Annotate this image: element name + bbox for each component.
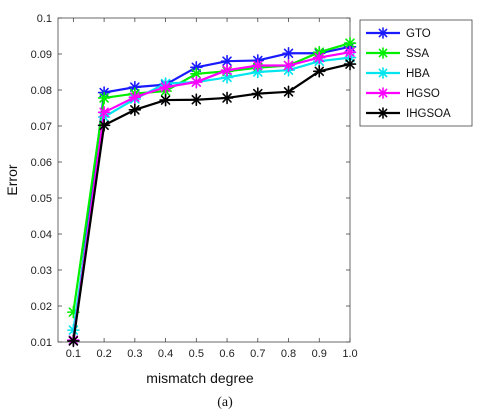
data-point-hgso xyxy=(251,59,265,72)
legend-label-hba: HBA xyxy=(406,68,430,80)
x-tick-label: 1.0 xyxy=(342,348,357,360)
data-point-ihgsoa xyxy=(159,93,172,107)
data-point-hgso xyxy=(97,106,111,119)
y-tick-label: 0.1 xyxy=(37,13,52,25)
x-tick-label: 0.7 xyxy=(250,348,265,360)
x-tick-label: 0.8 xyxy=(281,348,296,360)
data-point-hgso xyxy=(190,75,203,89)
y-tick-label: 0.05 xyxy=(31,193,52,205)
series-line-hba xyxy=(72,56,351,331)
x-tick-label: 0.3 xyxy=(127,348,142,360)
series-line-hgso xyxy=(72,51,351,341)
legend-label-ssa: SSA xyxy=(406,48,429,60)
data-point-ihgsoa xyxy=(251,87,265,100)
legend-marker-ssa xyxy=(377,47,389,59)
data-point-ihgsoa xyxy=(190,93,203,107)
y-tick-label: 0.01 xyxy=(31,337,52,349)
y-tick-label: 0.04 xyxy=(31,229,52,241)
y-tick-label: 0.06 xyxy=(31,157,52,169)
data-point-hgso xyxy=(312,51,326,64)
data-point-ihgsoa xyxy=(220,91,234,105)
legend-label-ihgsoa: IHGSOA xyxy=(406,108,451,120)
data-point-ihgsoa xyxy=(67,334,80,348)
data-point-hba xyxy=(220,71,234,84)
x-tick-label: 0.5 xyxy=(189,348,204,360)
legend-label-hgso: HGSO xyxy=(406,88,440,100)
y-tick-label: 0.07 xyxy=(31,121,52,133)
y-tick-label: 0.03 xyxy=(31,265,52,277)
data-point-hgso xyxy=(220,63,234,77)
legend-marker-hgso xyxy=(377,87,389,99)
data-point-hgso xyxy=(159,80,172,94)
legend-marker-ihgsoa xyxy=(377,107,389,119)
x-tick-label: 0.1 xyxy=(66,348,81,360)
x-tick-label: 0.4 xyxy=(158,348,173,360)
data-point-gto xyxy=(190,61,203,74)
data-point-gto xyxy=(282,46,295,60)
data-point-ihgsoa xyxy=(312,64,326,78)
data-point-hgso xyxy=(282,59,295,72)
x-tick-label: 0.2 xyxy=(96,348,111,360)
x-axis-label: mismatch degree xyxy=(146,370,254,386)
data-point-ssa xyxy=(97,91,111,105)
series-line-ssa xyxy=(72,42,351,313)
legend: GTO SSA HBA HGSO IHGSOA xyxy=(359,19,473,127)
legend-marker-hba xyxy=(377,67,389,79)
figure-caption: (a) xyxy=(217,395,233,410)
y-axis-label: Error xyxy=(4,164,20,195)
legend-label-gto: GTO xyxy=(406,28,431,40)
y-tick-label: 0.09 xyxy=(31,49,52,61)
series-layer xyxy=(67,36,357,348)
axes: 0.1 0.2 0.3 0.4 0.5 0.6 0.7 0.8 0.9 1.0 0.01 0.02 0.… xyxy=(31,13,358,360)
data-point-gto xyxy=(220,54,234,68)
series-line-gto xyxy=(72,45,351,341)
y-tick-label: 0.08 xyxy=(31,85,52,97)
data-point-ihgsoa xyxy=(128,103,142,117)
plot-frame xyxy=(57,17,351,343)
data-point-gto xyxy=(128,80,142,94)
data-point-hgso xyxy=(343,45,357,59)
data-point-ihgsoa xyxy=(97,118,111,132)
y-tick-label: 0.02 xyxy=(31,301,52,313)
legend-marker-gto xyxy=(377,27,389,39)
data-point-hgso xyxy=(128,90,142,104)
x-tick-label: 0.9 xyxy=(312,348,327,360)
x-tick-label: 0.6 xyxy=(219,348,234,360)
series-line-ihgsoa xyxy=(72,63,351,342)
data-point-ihgsoa xyxy=(282,85,295,99)
data-point-ihgsoa xyxy=(343,57,357,71)
